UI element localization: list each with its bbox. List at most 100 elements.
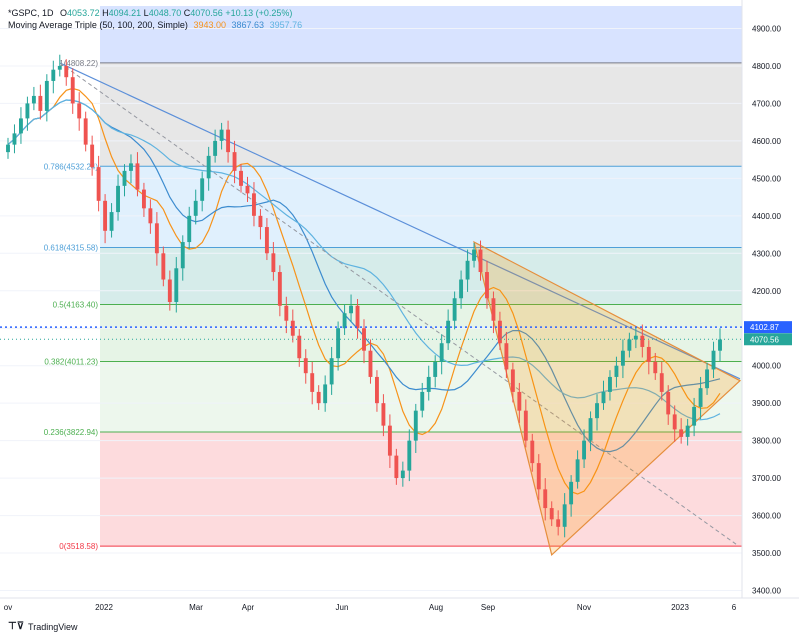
change-value: +10.13 (+0.25%) <box>225 8 293 18</box>
candle-body <box>530 440 535 464</box>
candle-body <box>329 358 334 385</box>
high-value: 4094.21 <box>108 8 142 18</box>
candle-body <box>316 391 321 404</box>
candle-body <box>245 185 250 194</box>
candle-body <box>452 298 457 321</box>
candle-body <box>672 414 677 430</box>
candle-body <box>633 335 638 340</box>
candle-body <box>57 65 62 70</box>
candle-body <box>666 391 671 415</box>
candle-body <box>394 455 399 479</box>
candle-body <box>685 425 690 437</box>
candle-body <box>83 118 88 145</box>
candle-body <box>653 361 658 374</box>
fib-band <box>100 432 742 547</box>
time-tick-label: Sep <box>481 603 496 612</box>
candle-body <box>31 95 36 104</box>
candle-body <box>582 440 587 460</box>
candle-body <box>387 425 392 456</box>
fib-label: 0.382(4011.23) <box>44 357 98 366</box>
candle-body <box>264 227 269 254</box>
candle-body <box>575 459 580 482</box>
candle-body <box>77 103 82 119</box>
candle-body <box>70 77 75 104</box>
candle-body <box>504 343 509 370</box>
candle-body <box>407 440 412 471</box>
candle-body <box>413 410 418 441</box>
candle-body <box>187 215 192 243</box>
grid-lines <box>0 27 742 592</box>
candle-body <box>543 489 548 509</box>
fib-band <box>100 6 742 63</box>
candle-body <box>400 470 405 479</box>
price-tick-label: 3400.00 <box>752 587 781 596</box>
candle-body <box>19 118 23 134</box>
time-tick-label: 2023 <box>671 603 689 612</box>
open-value: 4053.72 <box>67 8 100 18</box>
last-price-value: 4070.56 <box>750 335 779 344</box>
descending-trendline <box>59 62 741 380</box>
fib-label: 0.5(4163.40) <box>53 300 99 309</box>
candle-body <box>497 320 502 344</box>
fib-levels: 1(4808.22) 0.786(4532.24) 0.618(4315.58) 0.… <box>44 59 742 551</box>
candle-body <box>129 163 133 171</box>
candle-body <box>200 178 205 201</box>
candle-body <box>12 133 17 145</box>
candle-body <box>562 504 567 527</box>
fib-label: 1(4808.22) <box>59 59 98 68</box>
price-axis: 3400.00 3500.00 3600.00 3700.00 3800.00 3900.… <box>0 0 792 598</box>
ma-title[interactable]: Moving Average Triple (50, 100, 200, Sim… <box>8 20 188 30</box>
candle-body <box>64 65 69 78</box>
candle-body <box>44 80 49 111</box>
candle-body <box>193 200 198 216</box>
candle-body <box>122 170 127 186</box>
candle-body <box>167 279 172 302</box>
candle-body <box>284 305 289 321</box>
candle-body <box>90 144 95 168</box>
tradingview-logo-icon[interactable]: ⊤⊽ <box>8 621 25 632</box>
price-line-badge[interactable] <box>744 321 792 334</box>
candle-body <box>426 376 431 392</box>
candle-body <box>646 346 651 362</box>
symbol-label[interactable]: *GSPC, 1D <box>8 8 54 18</box>
candle-body <box>627 339 632 351</box>
candle-body <box>310 373 315 392</box>
last-price-badge[interactable] <box>744 333 792 346</box>
candle-body <box>290 320 295 336</box>
low-value: 4048.70 <box>148 8 182 18</box>
time-tick-label: Mar <box>189 603 203 612</box>
candle-body <box>342 313 347 329</box>
fib-band <box>100 62 742 167</box>
candle-body <box>433 361 438 377</box>
candle-body <box>620 350 625 366</box>
candle-body <box>556 519 561 527</box>
candle-body <box>206 155 211 179</box>
candle-body <box>536 463 541 490</box>
ma50-value: 3943.00 <box>193 20 226 30</box>
close-value: 4070.56 <box>190 8 223 18</box>
price-tick-label: 4400.00 <box>752 212 781 221</box>
candle-body <box>478 249 483 273</box>
candle-body <box>523 410 528 441</box>
fib-band <box>100 247 742 305</box>
time-tick-label: Apr <box>242 603 255 612</box>
fib-label: 0.786(4532.24) <box>44 162 99 171</box>
candle-body <box>174 268 179 302</box>
candle-body <box>659 373 664 392</box>
candle-body <box>51 69 56 81</box>
candle-body <box>692 406 697 426</box>
candle-body <box>109 212 114 231</box>
candle-body <box>588 418 593 441</box>
candle-body <box>297 335 302 359</box>
price-line-value: 4102.87 <box>750 323 779 332</box>
candle-body <box>239 170 243 186</box>
time-tick-label: 2022 <box>95 603 113 612</box>
candle-body <box>6 144 10 153</box>
candle-body <box>420 391 425 411</box>
price-tick-label: 4700.00 <box>752 99 781 108</box>
time-tick-label: Nov <box>577 603 591 612</box>
candle-body <box>549 508 554 520</box>
candle-body <box>226 129 231 153</box>
